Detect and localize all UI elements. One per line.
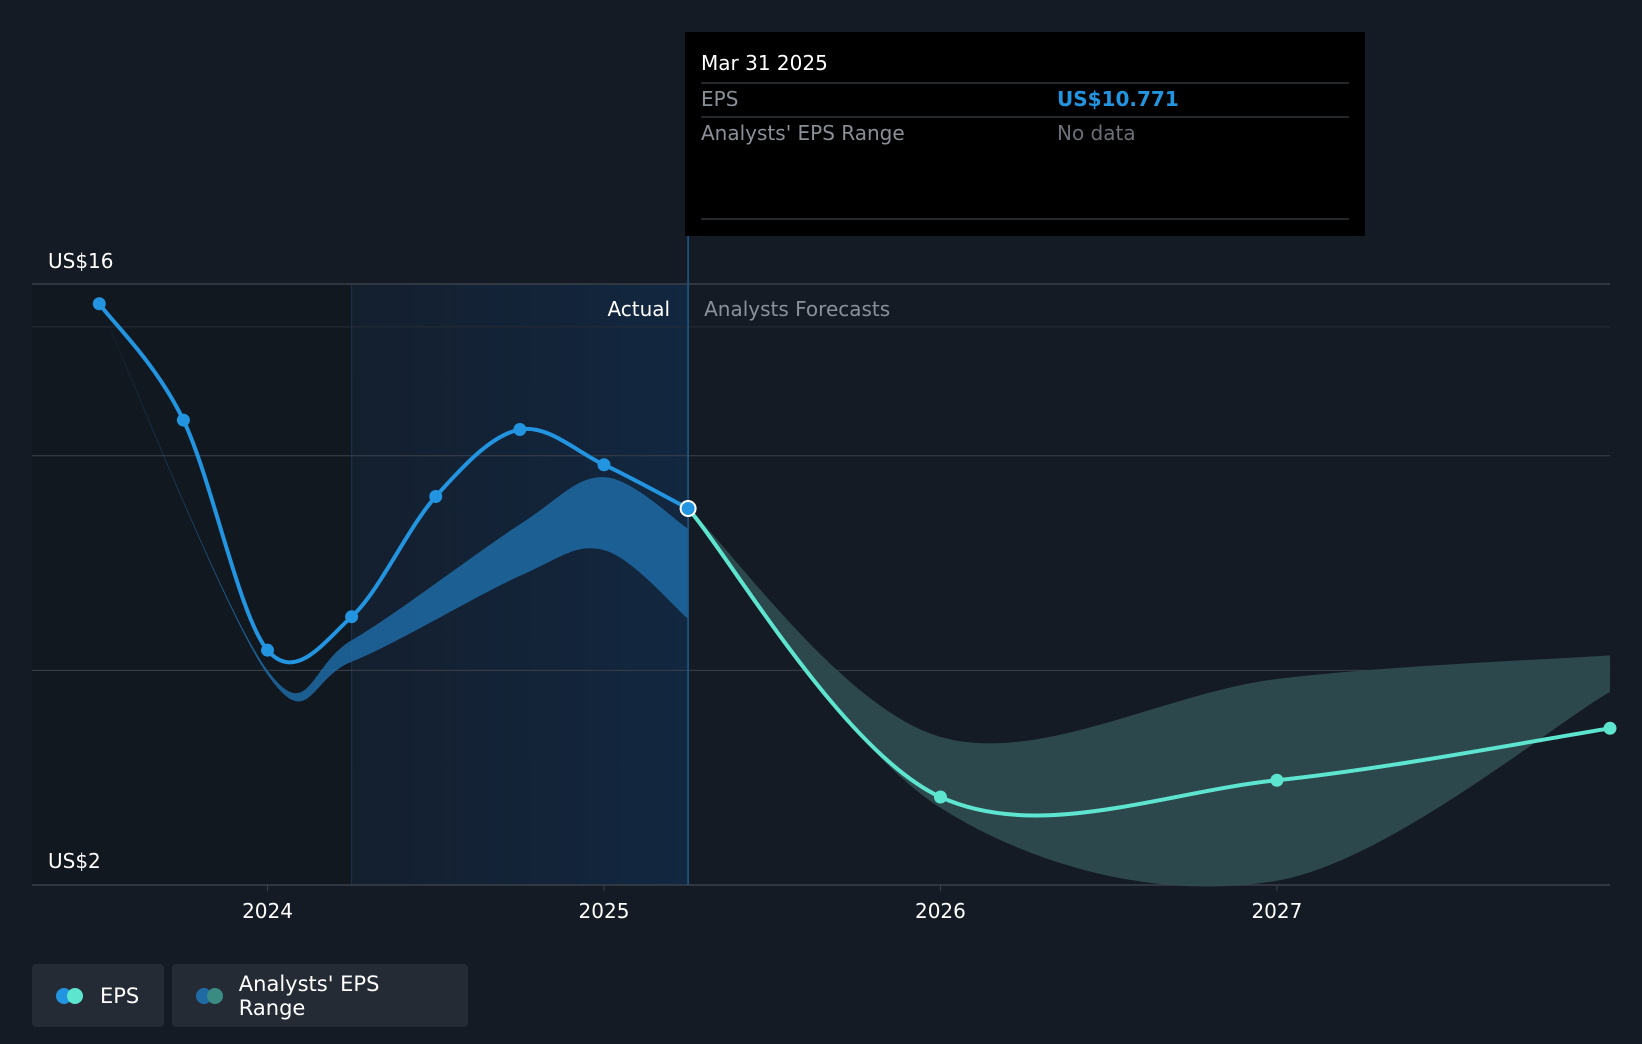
x-tick-label-2027: 2027 (1251, 899, 1302, 923)
y-axis-min-label: US$2 (48, 849, 101, 873)
past-period-shade (32, 284, 352, 885)
section-label-forecast: Analysts Forecasts (704, 297, 890, 321)
section-label-actual: Actual (607, 297, 670, 321)
eps-point-current (679, 500, 697, 518)
eps-point-actual-5 (513, 423, 527, 437)
range-band-actual (99, 303, 689, 702)
tooltip-value-1: No data (1057, 121, 1136, 145)
tooltip-label-1: Analysts' EPS Range (701, 121, 905, 145)
eps-point-forecast-2 (1270, 773, 1284, 787)
eps-point-actual-6 (597, 458, 611, 472)
eps-point-actual-0 (92, 297, 106, 311)
range-band-forecast (688, 508, 1610, 887)
eps-legend-icon (56, 987, 86, 1005)
legend-label-eps-range: Analysts' EPS Range (238, 971, 380, 1020)
tooltip-label-0: EPS (701, 87, 738, 111)
eps-point-forecast-3 (1603, 721, 1617, 735)
tooltip: Mar 31 2025 EPS US$10.771 Analysts' EPS Ran… (685, 32, 1365, 236)
x-tick-label-2025: 2025 (579, 899, 630, 923)
eps-line-forecast (686, 506, 1612, 818)
highlight-zone (351, 284, 689, 885)
tooltip-bg (685, 32, 1365, 236)
x-tick-label-2026: 2026 (915, 899, 966, 923)
eps-line-actual (97, 301, 691, 665)
legend-item-eps-range[interactable]: Analysts' EPS Range (172, 964, 468, 1027)
x-tick-label-2024: 2024 (242, 899, 293, 923)
tooltip-date: Mar 31 2025 (701, 51, 828, 75)
y-axis-max-label: US$16 (48, 249, 114, 273)
tooltip-value-0: US$10.771 (1057, 87, 1179, 111)
range-legend-icon (196, 987, 225, 1005)
legend-item-eps[interactable]: EPS (32, 964, 164, 1027)
eps-point-actual-1 (176, 413, 190, 427)
eps-point-actual-2 (261, 643, 275, 657)
eps-point-actual-4 (429, 489, 443, 503)
legend-label-eps: EPS (100, 983, 140, 1008)
eps-point-forecast-1 (933, 790, 947, 804)
eps-point-actual-3 (345, 610, 359, 624)
